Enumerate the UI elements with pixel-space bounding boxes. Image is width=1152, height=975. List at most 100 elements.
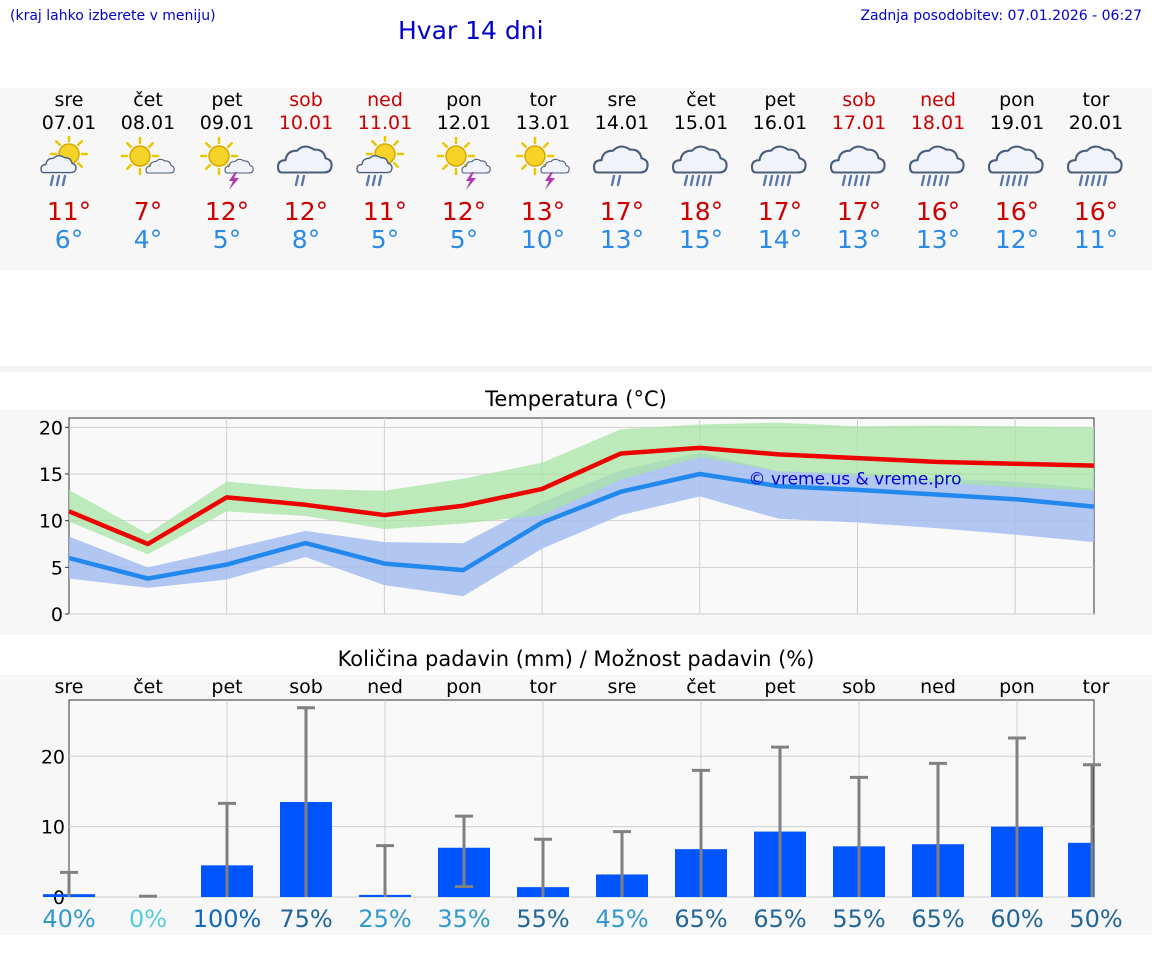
rain-drops — [683, 174, 713, 187]
last-updated: Zadnja posodobitev: 07.01.2026 - 06:27 — [860, 8, 1142, 24]
day-name: pet — [764, 89, 796, 111]
precipitation-bar — [1068, 842, 1094, 897]
page-title: Hvar 14 dni — [398, 16, 544, 45]
cloud-rain-icon — [276, 145, 333, 187]
day-column: tor 13.01 13° 10° — [503, 88, 583, 254]
cloud-shape — [671, 145, 728, 174]
day-name: sob — [842, 89, 876, 111]
day-date: 15.01 — [673, 112, 729, 134]
max-temperature: 12° — [204, 197, 250, 226]
cloud-shape — [987, 145, 1044, 174]
day-column: sre 14.01 17° 13° — [582, 88, 662, 254]
precipitation-probability: 60% — [990, 905, 1043, 933]
day-column: sob 17.01 17° 13° — [819, 88, 899, 254]
max-temperature: 18° — [678, 197, 724, 226]
min-temperature: 5° — [449, 225, 479, 254]
min-temperature: 13° — [836, 225, 882, 254]
rain-drops — [1078, 174, 1108, 187]
max-temperature: 7° — [133, 197, 163, 226]
max-temperature: 17° — [599, 197, 645, 226]
day-column: pet 09.01 12° 5° — [187, 88, 267, 254]
cloud-shape — [356, 155, 393, 174]
x-category-label: pon — [446, 676, 482, 698]
divider — [0, 366, 1152, 372]
min-temperature-line — [68, 471, 1095, 581]
precipitation-probability: 40% — [42, 905, 95, 933]
cloud-shape — [829, 145, 886, 174]
rain-drops — [999, 174, 1029, 187]
day-name: tor — [529, 89, 557, 111]
cloud-heavy-rain-icon — [750, 145, 807, 187]
day-name: pet — [211, 89, 243, 111]
day-name: tor — [1082, 89, 1110, 111]
x-category-label: sob — [289, 676, 323, 698]
y-tick-label: 15 — [39, 464, 63, 486]
cloud-heavy-rain-icon — [671, 145, 728, 187]
min-temperature: 12° — [994, 225, 1040, 254]
cloud-shape — [592, 145, 649, 174]
sun-shape — [199, 136, 239, 176]
day-date: 13.01 — [515, 112, 571, 134]
max-temperature: 11° — [362, 197, 408, 226]
x-category-label: sob — [842, 676, 876, 698]
day-date: 12.01 — [436, 112, 492, 134]
day-date: 14.01 — [594, 112, 650, 134]
cloud-shape — [461, 158, 491, 174]
day-name: pon — [999, 89, 1035, 111]
sun-shape — [436, 136, 476, 176]
max-temperature: 16° — [915, 197, 961, 226]
min-temperature: 4° — [133, 225, 163, 254]
min-temperature: 10° — [520, 225, 566, 254]
x-category-label: sre — [55, 676, 84, 698]
precipitation-probability: 75% — [279, 905, 332, 933]
day-column: pon 12.01 12° 5° — [424, 88, 504, 254]
lightning-bolt — [545, 172, 555, 190]
day-name: sre — [54, 89, 84, 111]
day-name: sre — [607, 89, 637, 111]
sun-shape — [515, 136, 555, 176]
lightning-bolt — [229, 172, 239, 190]
lightning-bolt — [466, 172, 476, 190]
x-category-label: sre — [608, 676, 637, 698]
min-temperature: 15° — [678, 225, 724, 254]
min-temperature: 13° — [915, 225, 961, 254]
cloud-shape — [540, 158, 570, 174]
sun-cloud-icon — [120, 136, 175, 176]
sun-storm-icon — [515, 136, 570, 190]
rain-drops — [920, 174, 950, 187]
x-category-label: čet — [686, 676, 716, 698]
day-date: 20.01 — [1068, 112, 1124, 134]
cloud-shape — [908, 145, 965, 174]
precipitation-probability: 45% — [595, 905, 648, 933]
day-name: ned — [920, 89, 956, 111]
rain-drops — [49, 174, 67, 187]
rain-drops — [610, 174, 622, 187]
cloud-rain-icon — [592, 145, 649, 187]
precipitation-probability: 55% — [832, 905, 885, 933]
precipitation-probability: 55% — [516, 905, 569, 933]
max-temperature: 13° — [520, 197, 566, 226]
day-name: ned — [367, 89, 403, 111]
rain-drops — [365, 174, 383, 187]
min-temperature: 11° — [1073, 225, 1119, 254]
day-column: sob 10.01 12° 8° — [266, 88, 346, 254]
precipitation-probability: 65% — [753, 905, 806, 933]
cloud-heavy-rain-icon — [908, 145, 965, 187]
sun-storm-icon — [199, 136, 254, 190]
cloud-shape — [276, 145, 333, 174]
day-column: sre 07.01 11° 6° — [29, 88, 109, 254]
cloud-shape — [1066, 145, 1123, 174]
sun-storm-icon — [436, 136, 491, 190]
x-category-label: ned — [367, 676, 403, 698]
y-tick-label: 10 — [41, 817, 65, 839]
day-date: 11.01 — [357, 112, 413, 134]
daily-forecast-strip — [0, 88, 1152, 270]
cloud-shape — [40, 155, 77, 174]
watermark: © vreme.us & vreme.pro — [748, 470, 961, 490]
day-column: ned 11.01 11° 5° — [345, 88, 425, 254]
max-temperature: 12° — [441, 197, 487, 226]
day-name: sob — [289, 89, 323, 111]
x-category-label: tor — [530, 676, 557, 698]
location-hint-link[interactable]: (kraj lahko izberete v meniju) — [10, 8, 216, 24]
rain-drops — [762, 174, 792, 187]
